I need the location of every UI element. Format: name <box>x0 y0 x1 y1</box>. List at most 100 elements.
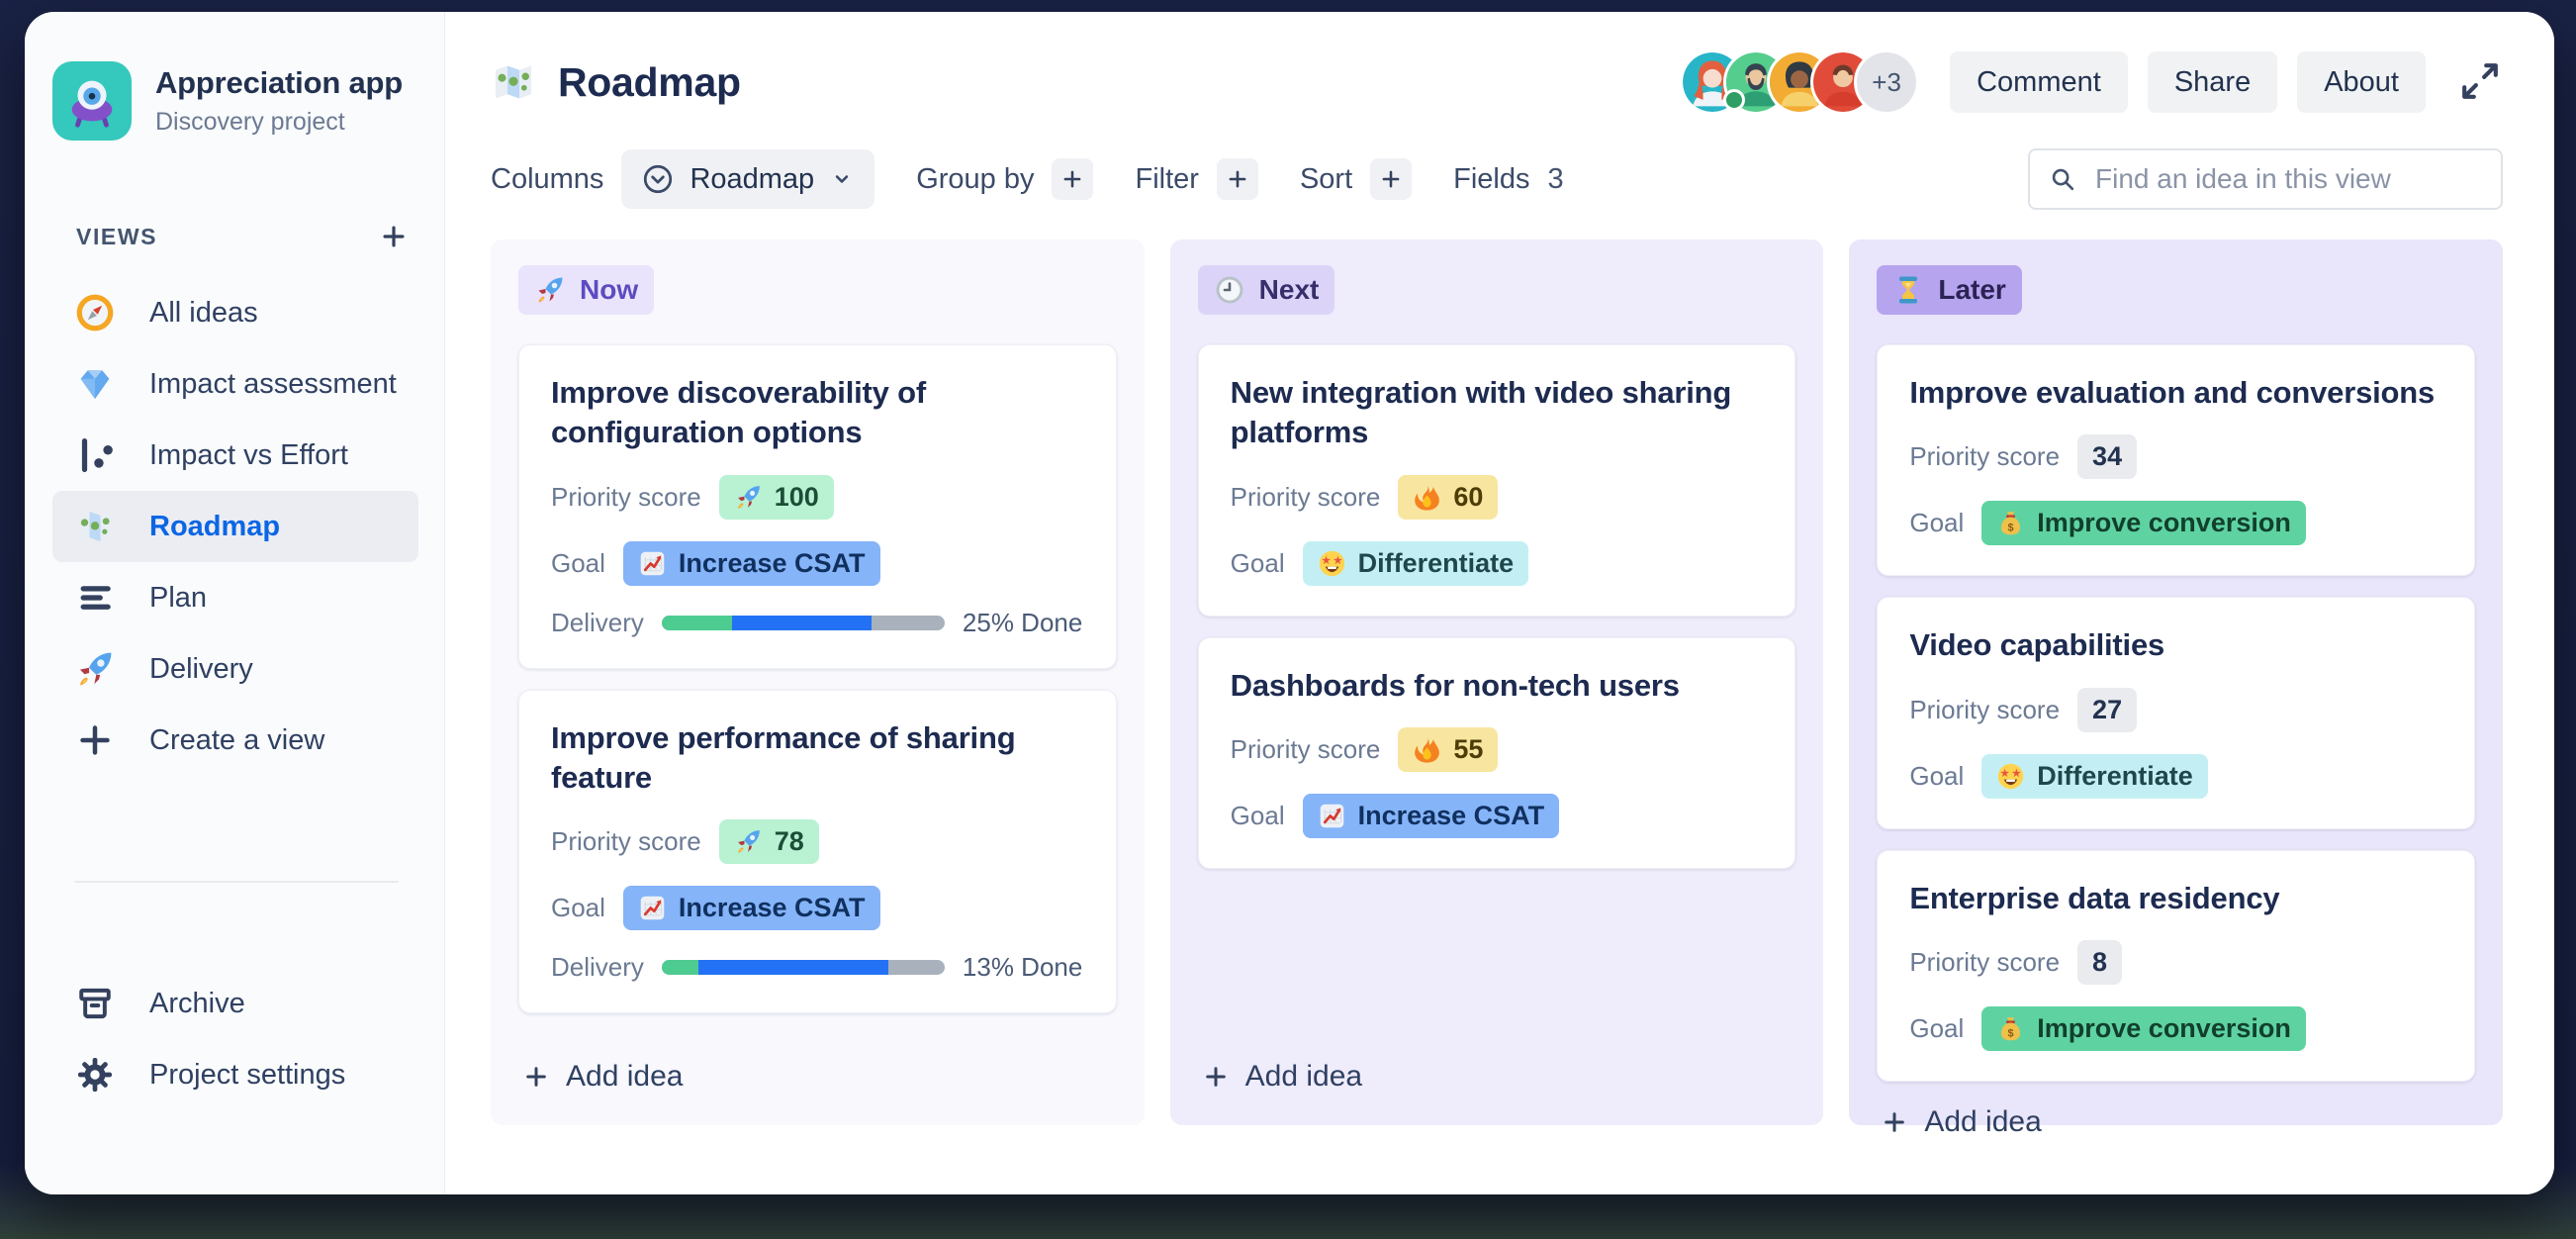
goal-badge: Increase CSAT <box>1302 793 1560 838</box>
chevron-circle-icon <box>641 162 675 196</box>
group-by-control: Group by <box>916 158 1094 200</box>
add-group-by-button[interactable] <box>1052 158 1094 200</box>
compass-icon <box>74 292 116 334</box>
avatar[interactable] <box>1770 52 1830 112</box>
idea-card[interactable]: New integration with video sharing platf… <box>1197 344 1796 617</box>
card-title: Improve discoverability of configuration… <box>551 375 926 450</box>
priority-row: Priority score 100 <box>551 474 1084 520</box>
rocket-icon <box>74 648 116 690</box>
add-sort-button[interactable] <box>1370 158 1413 200</box>
project-header: Appreciation app Discovery project <box>52 61 418 141</box>
plus-icon <box>1060 167 1084 191</box>
search-icon <box>2048 164 2077 194</box>
delivery-row: Delivery 13% Done <box>551 952 1084 983</box>
delivery-row: Delivery 25% Done <box>551 608 1084 638</box>
money-bag-icon: $ <box>1996 509 2025 537</box>
priority-row: Priority score 8 <box>1909 939 2442 985</box>
goal-badge: $ Improve conversion <box>1981 501 2306 546</box>
avatar-overflow-badge[interactable]: +3 <box>1857 52 1917 112</box>
goal-row: Goal Increase CSAT <box>1231 793 1764 838</box>
avatar[interactable] <box>1683 52 1743 112</box>
sidebar-item-label: Impact vs Effort <box>149 438 348 471</box>
sidebar-item-label: Project settings <box>149 1058 346 1091</box>
scatter-chart-icon <box>74 434 116 476</box>
sidebar-item-delivery[interactable]: Delivery <box>52 633 418 705</box>
goal-badge: Increase CSAT <box>622 540 880 586</box>
idea-card[interactable]: Improve evaluation and conversions Prior… <box>1877 344 2476 577</box>
priority-row: Priority score 60 <box>1230 474 1764 520</box>
priority-label: Priority score <box>1909 441 2061 472</box>
delivery-progress-bar <box>661 615 945 630</box>
add-filter-button[interactable] <box>1216 158 1258 200</box>
goal-badge: $ Improve conversion <box>1981 1005 2306 1051</box>
priority-badge: 55 <box>1398 726 1499 772</box>
idea-card[interactable]: Improve performance of sharing feature P… <box>518 689 1117 1014</box>
project-subtitle: Discovery project <box>155 108 345 136</box>
search-box <box>2028 148 2503 210</box>
share-button[interactable]: Share <box>2147 51 2278 113</box>
idea-card[interactable]: Video capabilities Priority score 27 Goa… <box>1877 597 2476 829</box>
avatar[interactable] <box>1813 52 1874 112</box>
svg-text:$: $ <box>2008 523 2014 534</box>
column-header-now: Now <box>518 265 655 315</box>
card-list: Improve evaluation and conversions Prior… <box>1877 344 2476 1082</box>
sidebar-item-label: Delivery <box>149 652 253 685</box>
delivery-percent: 25% Done <box>962 607 1083 637</box>
add-idea-button[interactable]: Add idea <box>518 1036 687 1101</box>
alien-monster-icon <box>61 70 123 132</box>
sidebar-item-create-a-view[interactable]: Create a view <box>52 705 418 776</box>
sidebar-item-archive[interactable]: Archive <box>52 968 418 1039</box>
goal-value: Improve conversion <box>2037 1012 2291 1043</box>
board: Now Improve discoverability of configura… <box>445 210 2554 1138</box>
svg-text:★: ★ <box>2000 768 2009 779</box>
search-input[interactable] <box>2028 148 2503 210</box>
priority-label: Priority score <box>1909 946 2061 977</box>
chart-up-icon <box>1318 802 1346 830</box>
priority-value: 60 <box>1453 481 1484 512</box>
idea-card[interactable]: Improve discoverability of configuration… <box>518 344 1117 669</box>
gear-icon <box>74 1054 116 1096</box>
progress-in-progress-segment <box>698 960 888 976</box>
project-avatar <box>52 61 132 141</box>
goal-badge: ★ ★ Differentiate <box>1302 540 1529 586</box>
priority-row: Priority score 78 <box>551 819 1084 865</box>
sidebar-item-label: All ideas <box>149 296 258 329</box>
sidebar-item-impact-vs-effort[interactable]: Impact vs Effort <box>52 420 418 491</box>
sidebar-divider <box>74 881 399 883</box>
add-idea-button[interactable]: Add idea <box>1877 1082 2045 1147</box>
progress-done-segment <box>661 960 699 976</box>
priority-label: Priority score <box>1230 481 1381 512</box>
goal-value: Increase CSAT <box>678 893 866 923</box>
sidebar-item-all-ideas[interactable]: All ideas <box>52 277 418 348</box>
add-idea-button[interactable]: Add idea <box>1198 1036 1366 1101</box>
view-selector-label: Roadmap <box>690 162 815 195</box>
priority-label: Priority score <box>1230 733 1381 764</box>
idea-card[interactable]: Dashboards for non-tech users Priority s… <box>1197 636 1796 869</box>
sidebar-item-impact-assessment[interactable]: Impact assessment <box>52 348 418 420</box>
view-toolbar: Columns Roadmap Group by Filter Sort <box>445 113 2554 210</box>
expand-button[interactable] <box>2457 59 2503 105</box>
sidebar-item-plan[interactable]: Plan <box>52 562 418 633</box>
comment-button[interactable]: Comment <box>1950 51 2128 113</box>
add-view-icon[interactable] <box>379 222 409 251</box>
star-struck-icon: ★ ★ <box>1996 762 2025 791</box>
view-selector[interactable]: Roadmap <box>621 149 875 209</box>
goal-row: Goal Increase CSAT <box>551 886 1084 931</box>
fields-control[interactable]: Fields 3 <box>1453 163 1564 196</box>
gem-icon <box>74 363 116 405</box>
rocket-icon <box>534 274 566 306</box>
card-title: Dashboards for non-tech users <box>1230 667 1680 703</box>
plus-icon <box>1881 1108 1908 1136</box>
avatar-stack[interactable]: +3 <box>1683 52 1917 112</box>
sidebar-item-roadmap[interactable]: Roadmap <box>52 491 418 562</box>
about-button[interactable]: About <box>2297 51 2426 113</box>
plus-icon <box>1226 167 1249 191</box>
sidebar-item-project-settings[interactable]: Project settings <box>52 1039 418 1110</box>
goal-value: Increase CSAT <box>1357 800 1545 830</box>
align-lines-icon <box>74 577 116 619</box>
add-idea-label: Add idea <box>1924 1104 2042 1138</box>
page-header: Roadmap +3 <box>445 12 2554 113</box>
column-later: Later Improve evaluation and conversions… <box>1849 239 2504 1138</box>
chevron-down-icon <box>829 166 855 192</box>
idea-card[interactable]: Enterprise data residency Priority score… <box>1877 849 2476 1082</box>
